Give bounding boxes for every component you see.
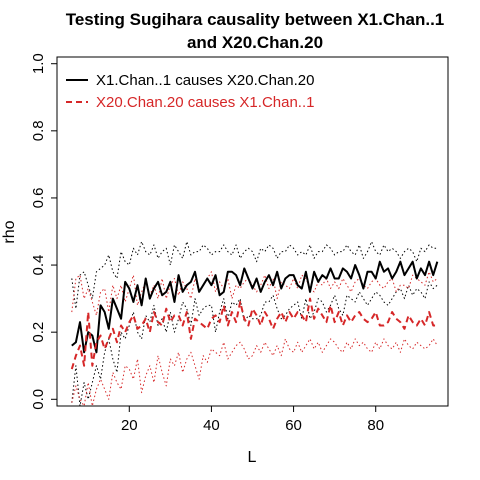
legend-label-series-1: X1.Chan..1 causes X20.Chan.20 <box>96 72 314 89</box>
y-tick-label: 0.0 <box>30 389 47 410</box>
legend: X1.Chan..1 causes X20.Chan.20 X20.Chan.2… <box>66 72 314 111</box>
series-line-4 <box>70 297 438 370</box>
x-axis: 20 40 60 80 <box>121 406 384 434</box>
series-layer <box>70 241 439 407</box>
y-tick-label: 1.0 <box>30 53 47 74</box>
series-line-5 <box>71 271 438 316</box>
y-tick-label: 0.8 <box>30 120 47 141</box>
x-tick-label: 40 <box>203 417 220 434</box>
x-tick-label: 20 <box>121 417 138 434</box>
legend-label-series-2: X20.Chan.20 causes X1.Chan..1 <box>96 94 314 111</box>
series-line-3 <box>71 281 438 407</box>
series-line-2 <box>71 241 438 310</box>
y-tick-label: 0.6 <box>30 188 47 209</box>
x-axis-label: L <box>248 449 257 466</box>
y-axis-label: rho <box>1 220 18 243</box>
chart-title-line-2: and X20.Chan.20 <box>187 33 323 52</box>
y-tick-label: 0.4 <box>30 255 47 276</box>
x-tick-label: 80 <box>367 417 384 434</box>
x-tick-label: 60 <box>285 417 302 434</box>
series-line-1 <box>71 260 439 354</box>
plot-frame <box>56 56 449 407</box>
chart-title-line-1: Testing Sugihara causality between X1.Ch… <box>66 10 445 29</box>
series-line-6 <box>71 338 438 407</box>
y-axis: 0.0 0.2 0.4 0.6 0.8 1.0 <box>30 53 57 410</box>
y-tick-label: 0.2 <box>30 322 47 343</box>
